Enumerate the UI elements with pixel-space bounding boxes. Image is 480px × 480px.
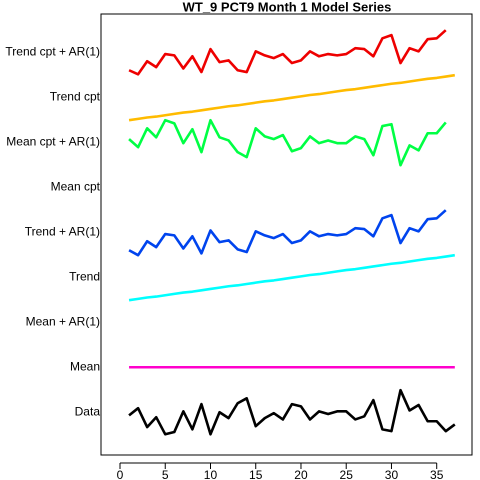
y-tick-label: Trend — [69, 269, 100, 283]
y-tick-label: Trend cpt + AR(1) — [5, 44, 100, 58]
x-tick-label: 25 — [340, 468, 354, 480]
series-line — [128, 388, 456, 436]
x-tick-label: 0 — [117, 468, 124, 480]
y-tick-label: Data — [75, 404, 101, 418]
series-line — [128, 73, 455, 122]
x-tick-label: 20 — [294, 468, 308, 480]
series-line — [128, 209, 447, 257]
y-tick-label: Trend cpt — [50, 89, 101, 103]
y-tick-label: Mean cpt + AR(1) — [6, 134, 100, 148]
x-tick-label: 5 — [162, 468, 169, 480]
y-tick-label: Trend + AR(1) — [25, 224, 100, 238]
chart-title: WT_9 PCT9 Month 1 Model Series — [183, 0, 392, 14]
series-line — [128, 29, 447, 76]
x-tick-label: 15 — [249, 468, 263, 480]
series-line — [128, 253, 455, 302]
y-tick-label: Mean cpt — [51, 179, 101, 193]
plot-box — [100, 13, 473, 456]
y-tick-label: Mean + AR(1) — [26, 314, 100, 328]
series-line — [128, 118, 447, 167]
x-tick-label: 35 — [430, 468, 444, 480]
y-tick-label: Mean — [70, 359, 100, 373]
x-tick-label: 30 — [385, 468, 399, 480]
x-tick-label: 10 — [204, 468, 218, 480]
